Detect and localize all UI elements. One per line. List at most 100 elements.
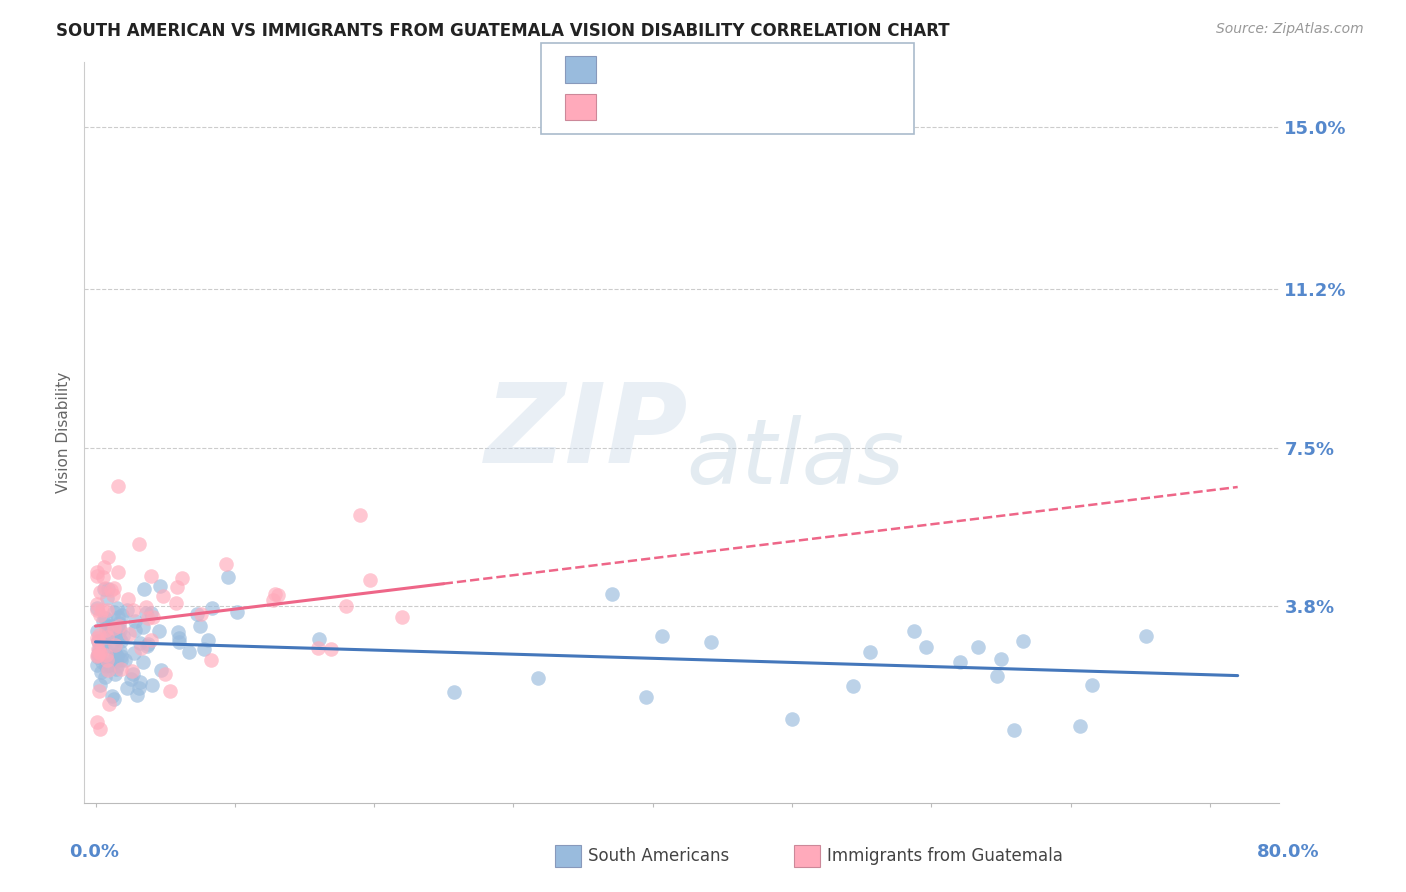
- Point: [97, 628, 120, 642]
- Point: [91, 570, 114, 584]
- Point: [120, 672, 142, 686]
- Point: [97, 625, 120, 640]
- Text: 108: 108: [756, 61, 794, 78]
- Point: [86, 715, 108, 730]
- Point: [842, 679, 865, 693]
- Point: [125, 688, 148, 702]
- Point: [103, 581, 125, 595]
- Point: [139, 632, 162, 647]
- Point: [100, 636, 122, 650]
- Point: [128, 536, 150, 550]
- Point: [115, 681, 138, 695]
- Point: [201, 600, 224, 615]
- Point: [103, 605, 125, 619]
- Point: [117, 627, 139, 641]
- Point: [107, 616, 129, 631]
- Point: [87, 628, 110, 642]
- Point: [100, 619, 122, 633]
- Point: [94, 581, 117, 595]
- Point: [135, 599, 157, 614]
- Point: [96, 659, 118, 673]
- Point: [105, 649, 128, 664]
- Text: -0.250: -0.250: [650, 61, 714, 78]
- Point: [155, 667, 177, 681]
- Text: 80.0%: 80.0%: [1257, 843, 1319, 861]
- Point: [98, 658, 121, 673]
- Point: [87, 642, 110, 657]
- Point: [89, 585, 111, 599]
- Text: South Americans: South Americans: [588, 847, 728, 865]
- Point: [124, 623, 146, 637]
- Point: [128, 681, 150, 695]
- Point: [117, 602, 139, 616]
- Point: [96, 603, 118, 617]
- Point: [93, 582, 115, 596]
- Point: [86, 569, 108, 583]
- Point: [110, 633, 132, 648]
- Point: [128, 674, 150, 689]
- Point: [94, 611, 117, 625]
- Point: [87, 641, 110, 656]
- Point: [321, 641, 343, 656]
- Point: [105, 662, 128, 676]
- Point: [107, 622, 129, 636]
- Point: [104, 649, 127, 664]
- Point: [86, 598, 108, 612]
- Point: [105, 600, 128, 615]
- Point: [86, 649, 108, 664]
- Point: [139, 606, 162, 620]
- Y-axis label: Vision Disability: Vision Disability: [56, 372, 72, 493]
- Point: [136, 637, 159, 651]
- Point: [152, 589, 174, 603]
- Point: [97, 619, 120, 633]
- Point: [91, 655, 114, 669]
- Point: [124, 614, 146, 628]
- Point: [141, 568, 163, 582]
- Point: [131, 656, 153, 670]
- Point: [98, 657, 121, 672]
- Point: [112, 628, 135, 642]
- Point: [89, 646, 111, 660]
- Text: 0.0%: 0.0%: [69, 843, 120, 861]
- Point: [990, 652, 1012, 666]
- Point: [122, 646, 145, 660]
- Point: [86, 632, 108, 646]
- Text: atlas: atlas: [686, 415, 904, 502]
- Point: [651, 629, 673, 643]
- Point: [90, 665, 112, 680]
- Point: [108, 644, 131, 658]
- Point: [215, 557, 238, 571]
- Point: [142, 609, 165, 624]
- Point: [100, 689, 122, 703]
- Point: [1002, 723, 1025, 737]
- Point: [94, 648, 117, 662]
- Point: [96, 644, 118, 658]
- Text: R =: R =: [610, 98, 650, 116]
- Point: [105, 631, 128, 645]
- Text: N =: N =: [717, 61, 756, 78]
- Point: [90, 636, 112, 650]
- Point: [226, 605, 249, 619]
- Point: [1081, 678, 1104, 692]
- Point: [986, 668, 1008, 682]
- Point: [443, 685, 465, 699]
- Point: [636, 690, 658, 704]
- Point: [186, 607, 208, 621]
- Point: [111, 607, 134, 622]
- Point: [177, 645, 200, 659]
- Point: [527, 671, 550, 685]
- Point: [107, 565, 129, 579]
- Point: [200, 653, 222, 667]
- Point: [1012, 633, 1035, 648]
- Text: R =: R =: [610, 61, 650, 78]
- Point: [359, 573, 381, 587]
- Point: [136, 639, 159, 653]
- Point: [104, 654, 127, 668]
- Text: SOUTH AMERICAN VS IMMIGRANTS FROM GUATEMALA VISION DISABILITY CORRELATION CHART: SOUTH AMERICAN VS IMMIGRANTS FROM GUATEM…: [56, 22, 950, 40]
- Point: [159, 684, 181, 698]
- Point: [86, 603, 108, 617]
- Point: [97, 698, 120, 712]
- Point: [89, 607, 111, 622]
- Point: [190, 607, 212, 621]
- Point: [104, 667, 127, 681]
